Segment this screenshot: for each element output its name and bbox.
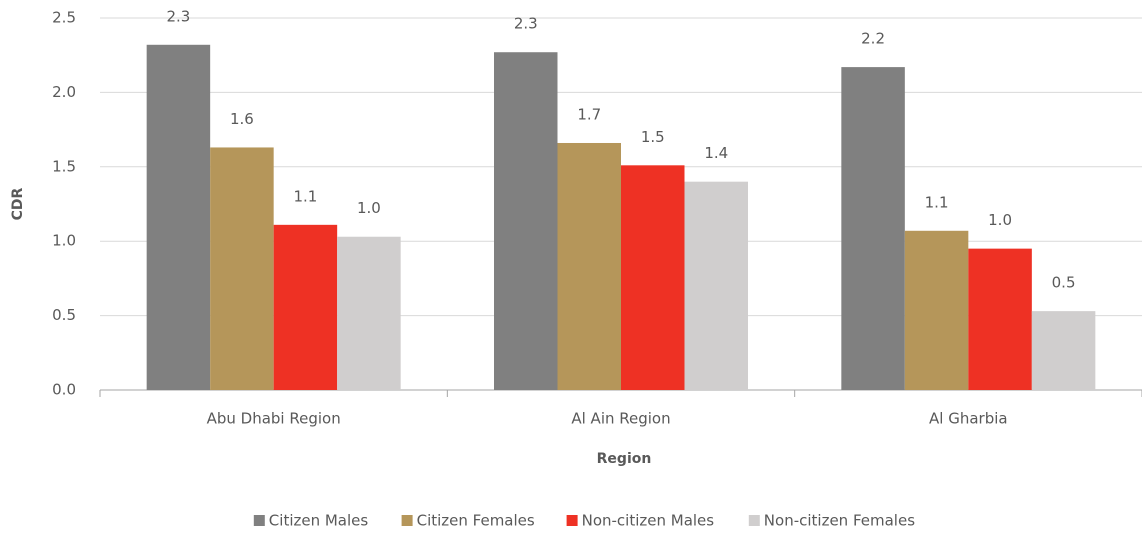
bar (557, 142, 621, 390)
x-tick-label: Al Gharbia (929, 410, 1008, 428)
bar (621, 165, 685, 390)
y-tick-label: 2.0 (52, 83, 76, 101)
y-tick-label: 0.0 (52, 381, 76, 399)
legend-swatch (401, 515, 413, 526)
bar (210, 147, 274, 390)
y-tick-label: 2.5 (52, 9, 76, 27)
value-label: 2.2 (861, 30, 885, 48)
bar (494, 52, 558, 390)
x-tick-label: Abu Dhabi Region (207, 410, 341, 428)
bar (684, 181, 748, 390)
legend-swatch (748, 515, 760, 526)
y-tick-label: 0.5 (52, 306, 76, 324)
bar (968, 248, 1032, 390)
bar (1031, 311, 1096, 390)
value-label: 1.0 (988, 211, 1012, 229)
value-label: 1.1 (293, 187, 317, 205)
value-label: 1.6 (230, 110, 254, 128)
value-label: 0.5 (1052, 274, 1076, 292)
value-label: 1.0 (357, 199, 381, 217)
value-label: 1.7 (577, 105, 601, 123)
value-label: 2.3 (166, 7, 190, 25)
bar (904, 230, 969, 390)
x-tick-label: Al Ain Region (571, 410, 670, 428)
x-axis-title: Region (597, 451, 652, 467)
legend-swatch (253, 515, 265, 526)
legend-swatch (566, 515, 578, 526)
y-tick-label: 1.5 (52, 157, 76, 175)
value-label: 1.1 (925, 193, 949, 211)
value-label: 1.5 (641, 128, 665, 146)
bar (146, 44, 211, 391)
legend-label: Citizen Males (269, 512, 369, 530)
value-label: 1.4 (704, 144, 728, 162)
y-axis-title: CDR (10, 187, 26, 220)
legend-label: Non-citizen Females (764, 512, 915, 530)
bar (841, 67, 905, 390)
legend-label: Non-citizen Males (582, 512, 715, 530)
bar (337, 236, 401, 390)
value-label: 2.3 (514, 15, 538, 33)
bar (273, 224, 338, 390)
legend-label: Citizen Females (417, 512, 535, 530)
y-tick-label: 1.0 (52, 232, 76, 250)
